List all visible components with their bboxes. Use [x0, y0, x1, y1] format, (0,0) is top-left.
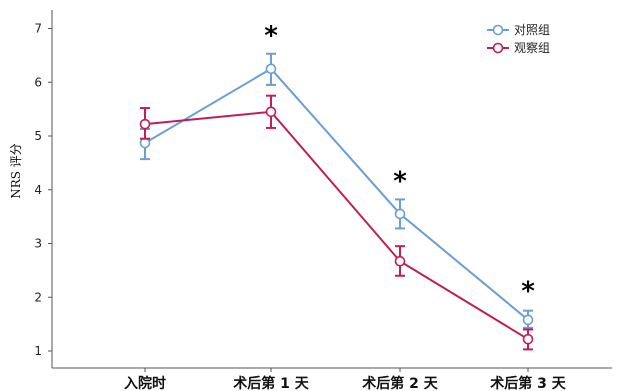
y-tick-label: 1 [34, 344, 42, 358]
y-axis-label: NRS 评分 [9, 143, 23, 199]
x-tick-label: 术后第 2 天 [362, 375, 438, 391]
x-tick-label: 入院时 [124, 375, 166, 391]
series-2 [139, 94, 534, 351]
significance-star: * [393, 166, 407, 196]
y-tick-label: 2 [34, 290, 42, 304]
annotation-layer: * * * [264, 21, 535, 306]
significance-star: * [521, 277, 535, 307]
data-point [265, 106, 277, 118]
y-tick-label: 6 [34, 75, 42, 89]
data-point [522, 314, 534, 326]
legend-label: 观察组 [514, 41, 550, 55]
y-tick-label: 3 [34, 237, 42, 251]
legend-marker [492, 42, 504, 54]
data-point [394, 255, 406, 267]
legend-item: 观察组 [487, 41, 550, 55]
data-point [139, 118, 151, 130]
axes: 1 2 3 4 5 6 7 入院时 术后第 1 天 术后第 2 天 术后第 3 天 [34, 10, 612, 391]
significance-star: * [264, 21, 278, 51]
legend-marker [492, 24, 504, 36]
series-layer [139, 52, 534, 351]
series-line [144, 110, 529, 341]
data-point [522, 333, 534, 345]
series-line [144, 67, 529, 321]
data-point [139, 137, 151, 149]
y-tick-label: 5 [34, 129, 42, 143]
x-tick-label: 术后第 3 天 [490, 375, 566, 391]
y-tick-label: 4 [34, 183, 42, 197]
y-tick-label: 7 [34, 22, 42, 36]
data-point [265, 63, 277, 75]
series-1 [139, 52, 534, 329]
legend-label: 对照组 [514, 23, 550, 37]
x-tick-label: 术后第 1 天 [233, 375, 309, 391]
legend-item: 对照组 [487, 23, 550, 37]
data-point [394, 208, 406, 220]
